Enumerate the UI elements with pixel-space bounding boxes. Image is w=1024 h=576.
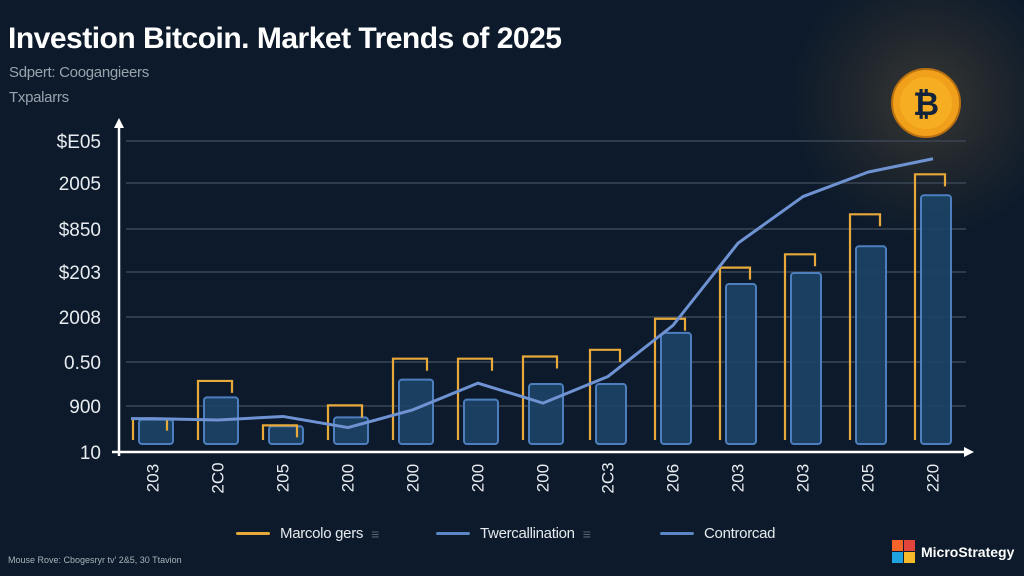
chart-subtitle: Sdpert: Coogangieers [9, 64, 149, 81]
legend-item-twercallination[interactable]: Twercallination ≡ [436, 525, 591, 542]
y-tick-label: 900 [69, 397, 101, 418]
x-tick-label: 200 [403, 464, 422, 492]
bar-twercallination [920, 194, 952, 445]
legend-swatch [436, 532, 470, 535]
bar-twercallination [398, 378, 434, 446]
y-tick-label: $850 [59, 220, 101, 241]
bitcoin-icon: ₿ [891, 68, 961, 138]
bar-twercallination [790, 271, 822, 446]
menu-lines-icon: ≡ [582, 525, 591, 542]
y-axis-ticks: 10 900 0.50 2008 $203 $850 2005 $E05 [57, 132, 101, 464]
x-tick-label: 200 [338, 464, 357, 492]
trend-line [131, 157, 934, 430]
bar-twercallination [855, 245, 887, 445]
axes [112, 118, 974, 457]
brand-logo: MicroStrategy [892, 540, 1014, 563]
svg-text:₿: ₿ [913, 85, 939, 123]
y-tick-label: 10 [80, 443, 101, 464]
x-axis-arrow [964, 447, 974, 457]
y-tick-label: $E05 [57, 132, 101, 153]
x-tick-label: 205 [273, 464, 292, 492]
y-tick-label: 0.50 [64, 353, 101, 374]
y-tick-label: 2008 [59, 308, 101, 329]
legend-item-marcolo-gers[interactable]: Marcolo gers ≡ [236, 525, 379, 542]
legend-swatch [660, 532, 694, 535]
x-axis-ticks: 203 2C0 205 200 200 200 200 2C3 206 203 203 205 220 [143, 462, 942, 493]
x-tick-label: 203 [793, 464, 812, 492]
y-tick-label: $203 [59, 263, 101, 284]
bar-marcolo-gers [588, 348, 622, 440]
gridlines [126, 140, 966, 407]
x-tick-label: 2C3 [598, 462, 617, 493]
windows-grid-icon [892, 540, 915, 563]
bar-marcolo-gers [456, 357, 494, 440]
legend-label: Twercallination [480, 525, 575, 542]
legend-swatch [236, 532, 270, 535]
bar-marcolo-gers [718, 266, 752, 440]
source-note: Mouse Rove: Cbogesryr tv' 2&5, 30 Ttavio… [8, 555, 182, 565]
x-tick-label: 206 [663, 464, 682, 492]
bar-marcolo-gers [653, 317, 687, 440]
bar-twercallination [725, 283, 757, 445]
bar-twercallination [528, 383, 564, 445]
brand-name: MicroStrategy [921, 543, 1015, 560]
x-tick-label: 203 [143, 464, 162, 492]
line-controrcad [131, 157, 934, 430]
bar-marcolo-gers [391, 357, 429, 440]
legend-label: Controrcad [704, 525, 776, 542]
x-tick-label: 2C0 [208, 462, 227, 493]
bar-twercallination [333, 416, 369, 446]
menu-lines-icon: ≡ [371, 525, 379, 542]
chart-subtitle-2: Txpalarrs [9, 89, 69, 106]
bar-twercallination [660, 331, 692, 445]
bar-marcolo-gers [261, 424, 299, 440]
bar-marcolo-gers [196, 379, 234, 440]
x-tick-label: 200 [533, 464, 552, 492]
bar-marcolo-gers [783, 253, 817, 440]
chart-title: Investion Bitcoin. Market Trends of 2025 [8, 22, 562, 55]
y-tick-label: 2005 [59, 174, 101, 195]
x-tick-label: 203 [728, 464, 747, 492]
bar-twercallination [463, 398, 499, 446]
x-tick-label: 220 [923, 464, 942, 492]
bar-marcolo-gers [913, 173, 947, 440]
bar-marcolo-gers [848, 213, 882, 440]
legend: Marcolo gers ≡ Twercallination ≡ Contror… [0, 525, 1024, 549]
x-tick-label: 205 [858, 464, 877, 492]
legend-label: Marcolo gers [280, 525, 364, 542]
legend-item-controrcad[interactable]: Controrcad [660, 525, 776, 542]
y-axis-arrow [114, 118, 124, 128]
x-tick-label: 200 [468, 464, 487, 492]
bar-twercallination [595, 383, 627, 445]
